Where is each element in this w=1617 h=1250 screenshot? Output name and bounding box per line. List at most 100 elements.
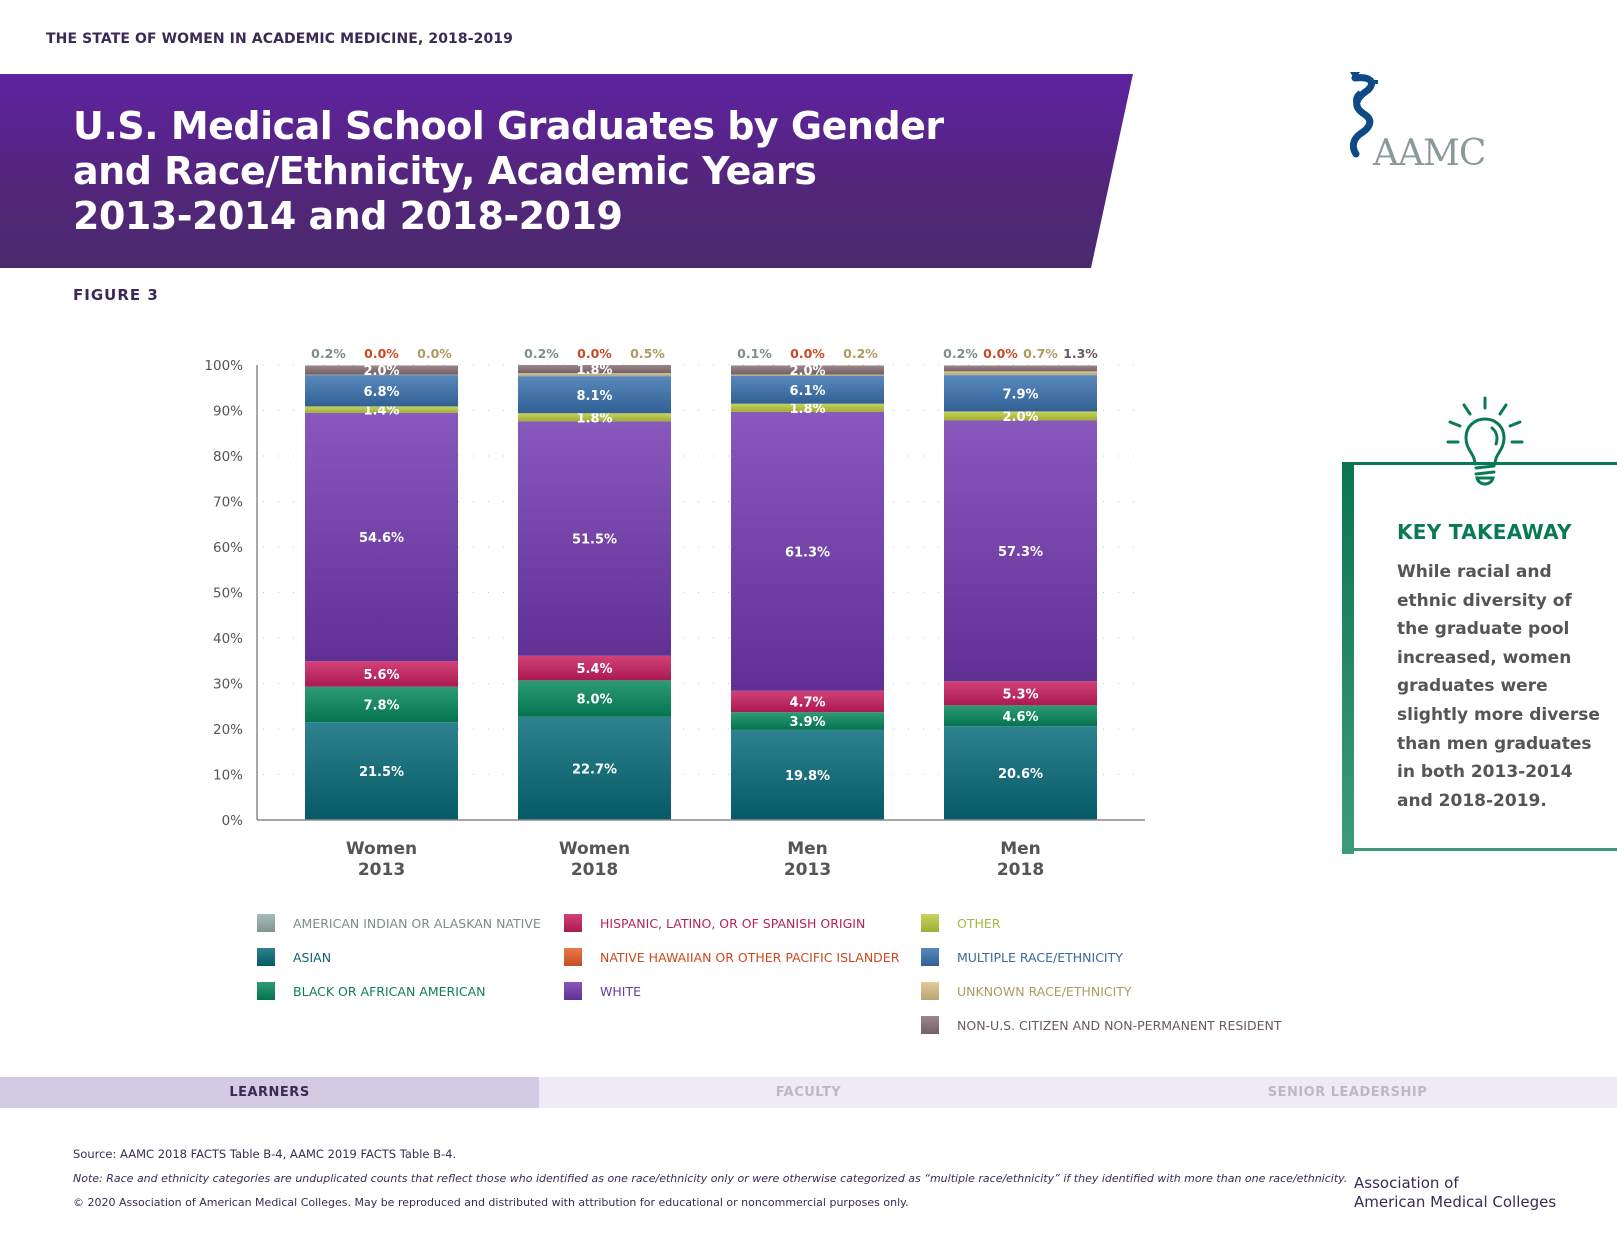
legend-swatch [564, 948, 582, 966]
bar-segment-non-u-s-citizen-and-non-permanent-resident [944, 365, 1097, 372]
top-data-label: 0.2% [311, 346, 346, 361]
y-tick-label: 100% [204, 358, 243, 374]
top-data-label: 0.2% [524, 346, 559, 361]
legend-swatch [564, 982, 582, 1000]
bar-segment-american-indian-or-alaskan-native [305, 374, 458, 376]
data-label: 3.9% [789, 715, 825, 730]
data-label: 5.4% [576, 662, 612, 677]
bar-segment-hispanic-latino-or-of-spanish-origin [944, 681, 1097, 706]
y-tick-label: 80% [213, 449, 243, 465]
section-nav: LEARNERS FACULTY SENIOR LEADERSHIP [0, 1077, 1617, 1108]
source-note: Source: AAMC 2018 FACTS Table B-4, AAMC … [73, 1147, 457, 1161]
y-tick-label: 40% [213, 631, 243, 647]
title-banner [0, 74, 1133, 268]
legend-item-multiple-race-ethnicity: MULTIPLE RACE/ETHNICITY [921, 947, 1123, 967]
bar-segment-black-or-african-american [731, 712, 884, 730]
legend-swatch [564, 914, 582, 932]
x-tick-label-line: Men [1000, 839, 1041, 859]
top-data-label: 0.0% [577, 346, 612, 361]
legend-label: NON-U.S. CITIZEN AND NON-PERMANENT RESID… [957, 1017, 1282, 1033]
data-label: 4.7% [789, 695, 825, 710]
bar-segment-white [518, 421, 671, 656]
y-tick-label: 50% [213, 586, 243, 602]
takeaway-text: While racial and ethnic diversity of the… [1397, 562, 1600, 811]
data-label: 22.7% [572, 762, 617, 777]
org-line: American Medical Colleges [1354, 1193, 1557, 1211]
data-label: 1.4% [363, 404, 399, 419]
top-data-label: 0.7% [1023, 346, 1058, 361]
data-label: 51.5% [572, 533, 617, 548]
legend-item-black-or-african-american: BLACK OR AFRICAN AMERICAN [257, 981, 486, 1001]
top-data-label: 1.3% [1063, 346, 1098, 361]
x-tick-label: Women 2013 [302, 839, 462, 881]
data-label: 61.3% [785, 545, 830, 560]
legend-swatch [921, 982, 939, 1000]
data-label: 2.0% [363, 364, 399, 379]
bar-segment-american-indian-or-alaskan-native [518, 375, 671, 377]
top-data-label: 0.2% [943, 346, 978, 361]
legend-swatch [257, 982, 275, 1000]
legend-item-unknown-race-ethnicity: UNKNOWN RACE/ETHNICITY [921, 981, 1132, 1001]
stacked-bar-chart: 0% 10% 20% 30% 40% 50% 60% 70% 80% 90% 100% 21.5% 7.… [204, 346, 1145, 881]
data-label: 8.1% [576, 389, 612, 404]
data-label: 19.8% [785, 769, 830, 784]
lightbulb-icon [1446, 396, 1524, 486]
data-label: 4.6% [1002, 710, 1038, 725]
y-tick-label: 0% [222, 813, 244, 829]
data-label: 57.3% [998, 545, 1043, 560]
chart-svg: 0% 10% 20% 30% 40% 50% 60% 70% 80% 90% 100% 21.5% 7.… [204, 346, 1145, 829]
bar-segment-asian [305, 722, 458, 820]
bar-segment-multiple-race-ethnicity [944, 375, 1097, 412]
legend-label: ASIAN [293, 949, 332, 965]
legend-swatch [257, 914, 275, 932]
data-label: 6.8% [363, 385, 399, 400]
bar-segment-non-u-s-citizen-and-non-permanent-resident [518, 365, 671, 374]
data-label: 54.6% [359, 531, 404, 546]
bar-segment-unknown-race-ethnicity [731, 374, 884, 376]
copyright-text: © 2020 Association of American Medical C… [73, 1196, 909, 1209]
tab-faculty[interactable]: FACULTY [775, 1085, 842, 1100]
data-label: 8.0% [576, 693, 612, 708]
x-tick-label-line: Men [787, 839, 828, 859]
title-line: 2013-2014 and 2018-2019 [73, 194, 623, 238]
x-tick-label-line: 2013 [357, 860, 406, 880]
legend-label: OTHER [957, 915, 1001, 931]
legend-label: NATIVE HAWAIIAN OR OTHER PACIFIC ISLANDE… [600, 949, 900, 965]
caduceus-logo-icon [1350, 72, 1378, 158]
legend-label: AMERICAN INDIAN OR ALASKAN NATIVE [293, 915, 541, 931]
tab-senior-leadership[interactable]: SENIOR LEADERSHIP [1267, 1085, 1428, 1100]
legend-item-asian: ASIAN [257, 947, 331, 967]
data-label: 7.8% [363, 698, 399, 713]
y-tick-label: 70% [213, 495, 243, 511]
top-data-label: 0.0% [364, 346, 399, 361]
top-data-label: 0.5% [630, 346, 665, 361]
data-label: 1.8% [789, 402, 825, 417]
legend-label: UNKNOWN RACE/ETHNICITY [957, 983, 1132, 999]
data-label: 1.8% [576, 363, 612, 378]
tab-learners[interactable]: LEARNERS [0, 1077, 539, 1108]
bar-segment-hispanic-latino-or-of-spanish-origin [305, 661, 458, 687]
legend-item-american-indian-or-alaskan-native: AMERICAN INDIAN OR ALASKAN NATIVE [257, 913, 541, 933]
top-data-label: 0.0% [983, 346, 1018, 361]
data-label: 1.8% [576, 411, 612, 426]
bar-segment-asian [944, 726, 1097, 820]
bar-segment-non-u-s-citizen-and-non-permanent-resident [731, 365, 884, 375]
takeaway-title: KEY TAKEAWAY [1397, 520, 1572, 544]
bar-segment-multiple-race-ethnicity [731, 375, 884, 404]
x-tick-label-line: 2018 [996, 860, 1045, 880]
page-title: U.S. Medical School Graduates by Gender … [73, 104, 1073, 239]
title-line: and Race/Ethnicity, Academic Years [73, 149, 817, 193]
top-data-label: 0.2% [843, 346, 878, 361]
x-tick-label-line: Women [558, 839, 631, 859]
y-tick-label: 10% [213, 768, 243, 784]
key-takeaway-box: KEY TAKEAWAY While racial and ethnic div… [1342, 462, 1617, 854]
top-data-label: 0.0% [790, 346, 825, 361]
title-line: U.S. Medical School Graduates by Gender [73, 104, 944, 148]
y-tick-label: 20% [213, 722, 243, 738]
bar-segment-black-or-african-american [305, 686, 458, 723]
bar-segment-other [944, 411, 1097, 421]
legend-item-native-hawaiian-or-other-pacific-islander: NATIVE HAWAIIAN OR OTHER PACIFIC ISLANDE… [564, 947, 899, 967]
organization-name: Association of American Medical Colleges [1354, 1174, 1556, 1212]
data-label: 6.1% [789, 384, 825, 399]
methodology-note: Note: Race and ethnicity categories are … [73, 1172, 1348, 1185]
